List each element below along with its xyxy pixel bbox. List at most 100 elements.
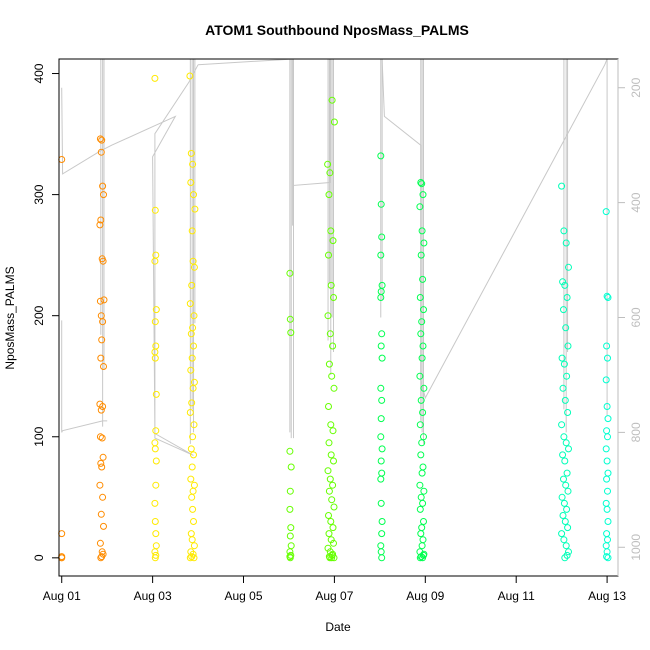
data-point — [603, 475, 611, 483]
data-point — [416, 372, 424, 380]
data-point — [100, 296, 108, 304]
data-point — [287, 329, 295, 337]
data-point — [325, 439, 333, 447]
flight-track-lines — [61, 58, 608, 456]
data-point — [58, 530, 66, 538]
right-axis: 200 400 600 800 1000 — [617, 59, 643, 576]
data-point — [326, 330, 334, 338]
data-point — [330, 118, 338, 126]
data-point — [328, 96, 336, 104]
data-point — [187, 445, 195, 453]
data-point — [558, 493, 566, 501]
data-point — [187, 330, 195, 338]
data-point — [99, 182, 107, 190]
data-point — [603, 292, 611, 300]
data-point — [286, 315, 294, 323]
data-point — [96, 135, 104, 143]
data-point — [417, 530, 425, 538]
data-point — [152, 390, 160, 398]
x-tick-label: Aug 07 — [315, 589, 353, 603]
data-point — [418, 227, 426, 235]
chart-title: ATOM1 Southbound NposMass_PALMS — [205, 22, 469, 38]
data-point — [325, 360, 333, 368]
data-point — [562, 542, 570, 550]
data-point — [419, 275, 427, 283]
data-point — [98, 336, 106, 344]
data-point — [419, 499, 427, 507]
data-point — [417, 396, 425, 404]
data-point — [560, 306, 567, 314]
data-point — [151, 257, 159, 265]
data-point — [96, 481, 104, 489]
data-point — [378, 354, 386, 362]
data-point — [190, 481, 198, 489]
data-point — [419, 342, 427, 350]
data-point — [325, 251, 332, 259]
data-point — [190, 312, 198, 320]
data-point — [563, 294, 571, 301]
data-point — [100, 522, 107, 530]
track-segment — [381, 58, 608, 400]
data-point — [152, 481, 160, 489]
data-point — [190, 263, 198, 271]
data-point — [564, 409, 572, 416]
x-tick-label: Aug 13 — [588, 589, 626, 603]
data-point — [97, 216, 105, 224]
data-point — [564, 342, 572, 350]
data-point — [327, 281, 335, 289]
data-point — [189, 487, 197, 495]
right-axis-tick-label: 400 — [629, 192, 643, 212]
data-point — [330, 457, 337, 465]
data-point — [99, 403, 107, 410]
data-point — [378, 469, 386, 477]
data-point — [330, 384, 338, 392]
data-point — [377, 415, 385, 423]
data-point — [604, 487, 611, 495]
data-point — [286, 447, 294, 455]
data-point — [191, 205, 199, 213]
data-point — [100, 363, 107, 370]
y-tick-label: 300 — [32, 184, 46, 204]
data-point — [152, 542, 160, 550]
data-point — [99, 318, 107, 326]
data-point — [561, 396, 569, 404]
data-point — [417, 330, 425, 338]
x-axis: Aug 01 Aug 03 Aug 05 Aug 07 Aug 09 Aug 11 Aug … — [43, 576, 626, 603]
data-point — [602, 499, 610, 507]
data-point — [378, 530, 386, 538]
data-point — [96, 297, 104, 305]
data-point — [558, 354, 566, 362]
data-point — [188, 281, 196, 289]
data-point — [187, 475, 195, 483]
data-point — [287, 524, 295, 532]
data-point — [286, 269, 294, 277]
data-point — [327, 536, 335, 544]
right-axis-tick-label: 1000 — [629, 534, 643, 561]
data-point — [563, 372, 571, 380]
data-point — [189, 505, 197, 513]
data-point — [377, 433, 385, 441]
data-point — [190, 421, 198, 429]
data-point — [378, 518, 386, 525]
data-point — [325, 191, 333, 199]
data-point — [418, 354, 426, 362]
data-point — [602, 542, 610, 550]
data-point — [152, 306, 160, 314]
data-point — [151, 74, 159, 82]
data-point — [325, 530, 333, 538]
data-point — [419, 409, 427, 416]
data-point — [420, 384, 428, 392]
data-point — [560, 360, 568, 368]
data-point — [188, 227, 196, 235]
data-point — [99, 453, 107, 461]
data-point — [560, 536, 568, 544]
y-tick-label: 400 — [32, 63, 46, 83]
data-point — [563, 551, 571, 559]
data-point — [377, 384, 385, 392]
data-point — [419, 463, 427, 471]
data-point — [330, 503, 338, 511]
data-point — [98, 463, 106, 471]
data-point — [419, 536, 427, 544]
data-point — [602, 376, 610, 384]
